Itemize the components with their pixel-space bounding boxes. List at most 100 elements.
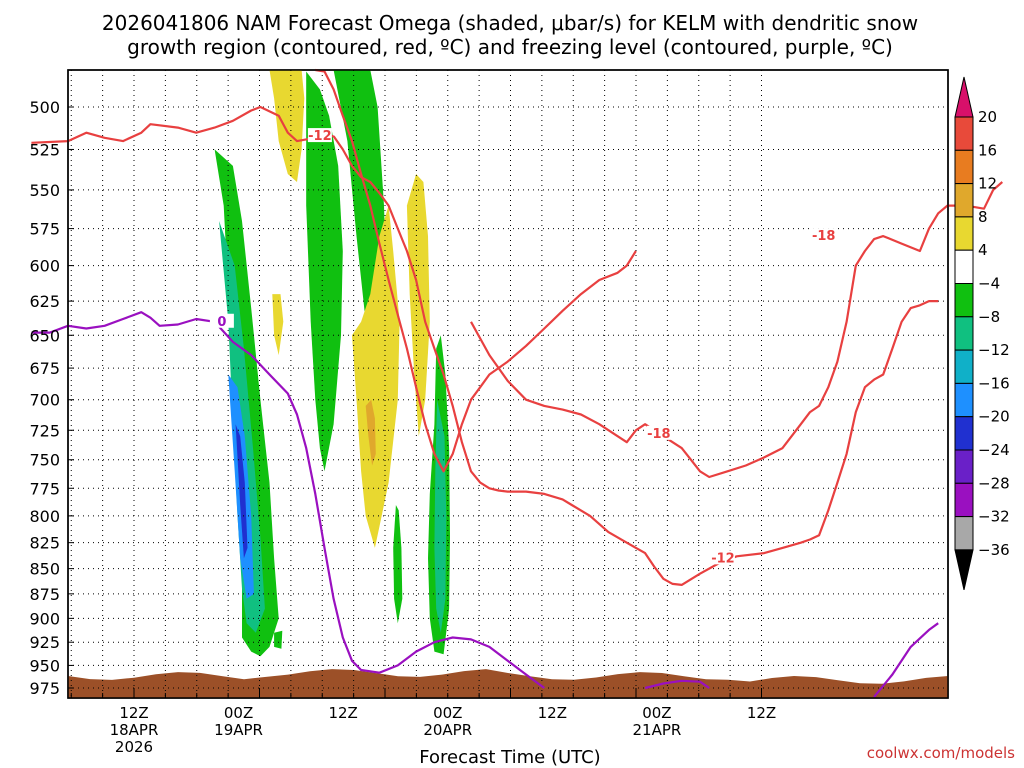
y-tick-925: 925 xyxy=(29,633,60,652)
freezing-level-zero-c xyxy=(873,622,939,698)
colorbar-label-12: −32 xyxy=(978,508,1010,526)
omega-yellow-right xyxy=(406,174,430,437)
colorbar-label-11: −28 xyxy=(978,474,1010,492)
y-tick-625: 625 xyxy=(29,292,60,311)
omega-green-left-stub xyxy=(274,630,283,649)
contour-label-minus18-a: -18 xyxy=(647,427,671,442)
y-tick-750: 750 xyxy=(29,451,60,470)
colorbar-swatch-4 xyxy=(954,216,974,251)
x-tick-label-66-0: 12Z xyxy=(747,704,776,722)
dgz-lower-minus18-b xyxy=(470,181,1004,479)
colorbar-swatch-8 xyxy=(954,349,974,384)
colorbar-swatch-3 xyxy=(954,183,974,218)
y-tick-500: 500 xyxy=(29,98,60,117)
x-tick-label-56-1: 21APR xyxy=(633,721,682,739)
contour-label-minus18-b-bg xyxy=(811,228,836,243)
colorbar-swatch-1 xyxy=(954,116,974,151)
colorbar-top-arrow xyxy=(954,76,974,118)
colorbar-swatch-7 xyxy=(954,316,974,351)
y-tick-950: 950 xyxy=(29,656,60,675)
omega-green-upper-a xyxy=(306,71,343,472)
y-tick-700: 700 xyxy=(29,391,60,410)
y-tick-650: 650 xyxy=(29,326,60,345)
colorbar-label-13: −36 xyxy=(978,541,1010,559)
contour-label-minus12-a: -12 xyxy=(308,129,332,144)
chart-title-line2: growth region (contoured, red, ºC) and f… xyxy=(127,35,893,59)
x-tick-label-6-0: 12Z xyxy=(119,704,148,722)
y-tick-775: 775 xyxy=(29,479,60,498)
contour-label-zero: 0 xyxy=(217,315,226,330)
x-tick-label-36-1: 20APR xyxy=(423,721,472,739)
terrain-fill xyxy=(68,669,948,698)
y-tick-675: 675 xyxy=(29,359,60,378)
y-axis-ticks: 500 525 550 575 600 625 650 675 700 725 750 775 800 8… xyxy=(29,98,74,698)
y-tick-525: 525 xyxy=(29,140,60,159)
colorbar-label-0: 20 xyxy=(978,108,997,126)
colorbar-swatch-13 xyxy=(954,516,974,551)
contour-label-minus18-a-bg xyxy=(646,425,671,440)
contour-label-minus12-a-bg xyxy=(307,128,332,143)
dgz-upper-minus12 xyxy=(31,105,334,144)
x-axis-label: Forecast Time (UTC) xyxy=(419,747,600,768)
colorbar: 20 16 12 8 4 −4 −8 −12 −16 −20 −24 −28 −32 −36 xyxy=(954,76,1010,591)
omega-yellow-small xyxy=(272,294,284,356)
credit-text: coolwx.com/models xyxy=(867,744,1015,762)
y-tick-725: 725 xyxy=(29,421,60,440)
omega-orange-mid xyxy=(365,399,376,466)
omega-yellow-upper xyxy=(269,70,305,182)
y-tick-825: 825 xyxy=(29,534,60,553)
colorbar-swatch-11 xyxy=(954,449,974,484)
plot-area xyxy=(67,69,949,699)
colorbar-swatch-10 xyxy=(954,416,974,451)
chart-title-line1: 2026041806 NAM Forecast Omega (shaded, μ… xyxy=(102,11,918,35)
colorbar-swatch-6 xyxy=(954,283,974,318)
omega-green-small xyxy=(393,505,403,624)
x-tick-label-26-0: 12Z xyxy=(328,704,357,722)
y-tick-800: 800 xyxy=(29,507,60,526)
colorbar-label-3: 8 xyxy=(978,208,988,226)
colorbar-label-7: −12 xyxy=(978,341,1010,359)
contour-lines: -12 -18 -12 -18 0 xyxy=(31,68,1004,698)
colorbar-label-8: −16 xyxy=(978,374,1010,392)
x-tick-label-56-0: 00Z xyxy=(642,704,671,722)
y-tick-850: 850 xyxy=(29,560,60,579)
y-tick-575: 575 xyxy=(29,220,60,239)
y-tick-900: 900 xyxy=(29,609,60,628)
x-tick-label-46-0: 12Z xyxy=(538,704,567,722)
colorbar-label-1: 16 xyxy=(978,141,997,159)
contour-label-minus18-b: -18 xyxy=(812,229,836,244)
contour-label-minus12-b-bg xyxy=(710,550,735,565)
x-tick-label-6-1: 18APR xyxy=(110,721,159,739)
colorbar-swatch-5 xyxy=(954,249,974,284)
x-tick-label-36-0: 00Z xyxy=(433,704,462,722)
colorbar-label-4: 4 xyxy=(978,241,988,259)
freezing-level-zero-b xyxy=(644,679,710,690)
colorbar-label-5: −4 xyxy=(978,275,1000,293)
omega-darkblue-early xyxy=(235,424,248,559)
x-tick-label-16-0: 00Z xyxy=(224,704,253,722)
x-tick-label-16-1: 19APR xyxy=(214,721,263,739)
dgz-lower-minus18 xyxy=(315,68,637,473)
colorbar-label-2: 12 xyxy=(978,175,997,193)
terrain-ground xyxy=(68,669,948,698)
plot-border xyxy=(67,69,949,699)
dgz-upper-minus12-cont xyxy=(332,135,939,587)
colorbar-swatch-2 xyxy=(954,149,974,185)
colorbar-bottom-arrow xyxy=(954,549,974,591)
y-tick-600: 600 xyxy=(29,257,60,276)
contour-label-minus12-b: -12 xyxy=(711,551,735,566)
y-tick-975: 975 xyxy=(29,679,60,698)
freezing-level-zero xyxy=(31,311,545,689)
contour-label-zero-bg xyxy=(209,313,234,328)
y-tick-875: 875 xyxy=(29,585,60,604)
colorbar-label-6: −8 xyxy=(978,308,1000,326)
grid-lines xyxy=(68,70,948,698)
colorbar-swatch-12 xyxy=(954,482,974,518)
colorbar-label-9: −20 xyxy=(978,408,1010,426)
colorbar-label-10: −24 xyxy=(978,441,1010,459)
x-tick-label-6-2: 2026 xyxy=(115,738,153,756)
y-tick-550: 550 xyxy=(29,181,60,200)
omega-yellow-mid xyxy=(352,205,400,548)
